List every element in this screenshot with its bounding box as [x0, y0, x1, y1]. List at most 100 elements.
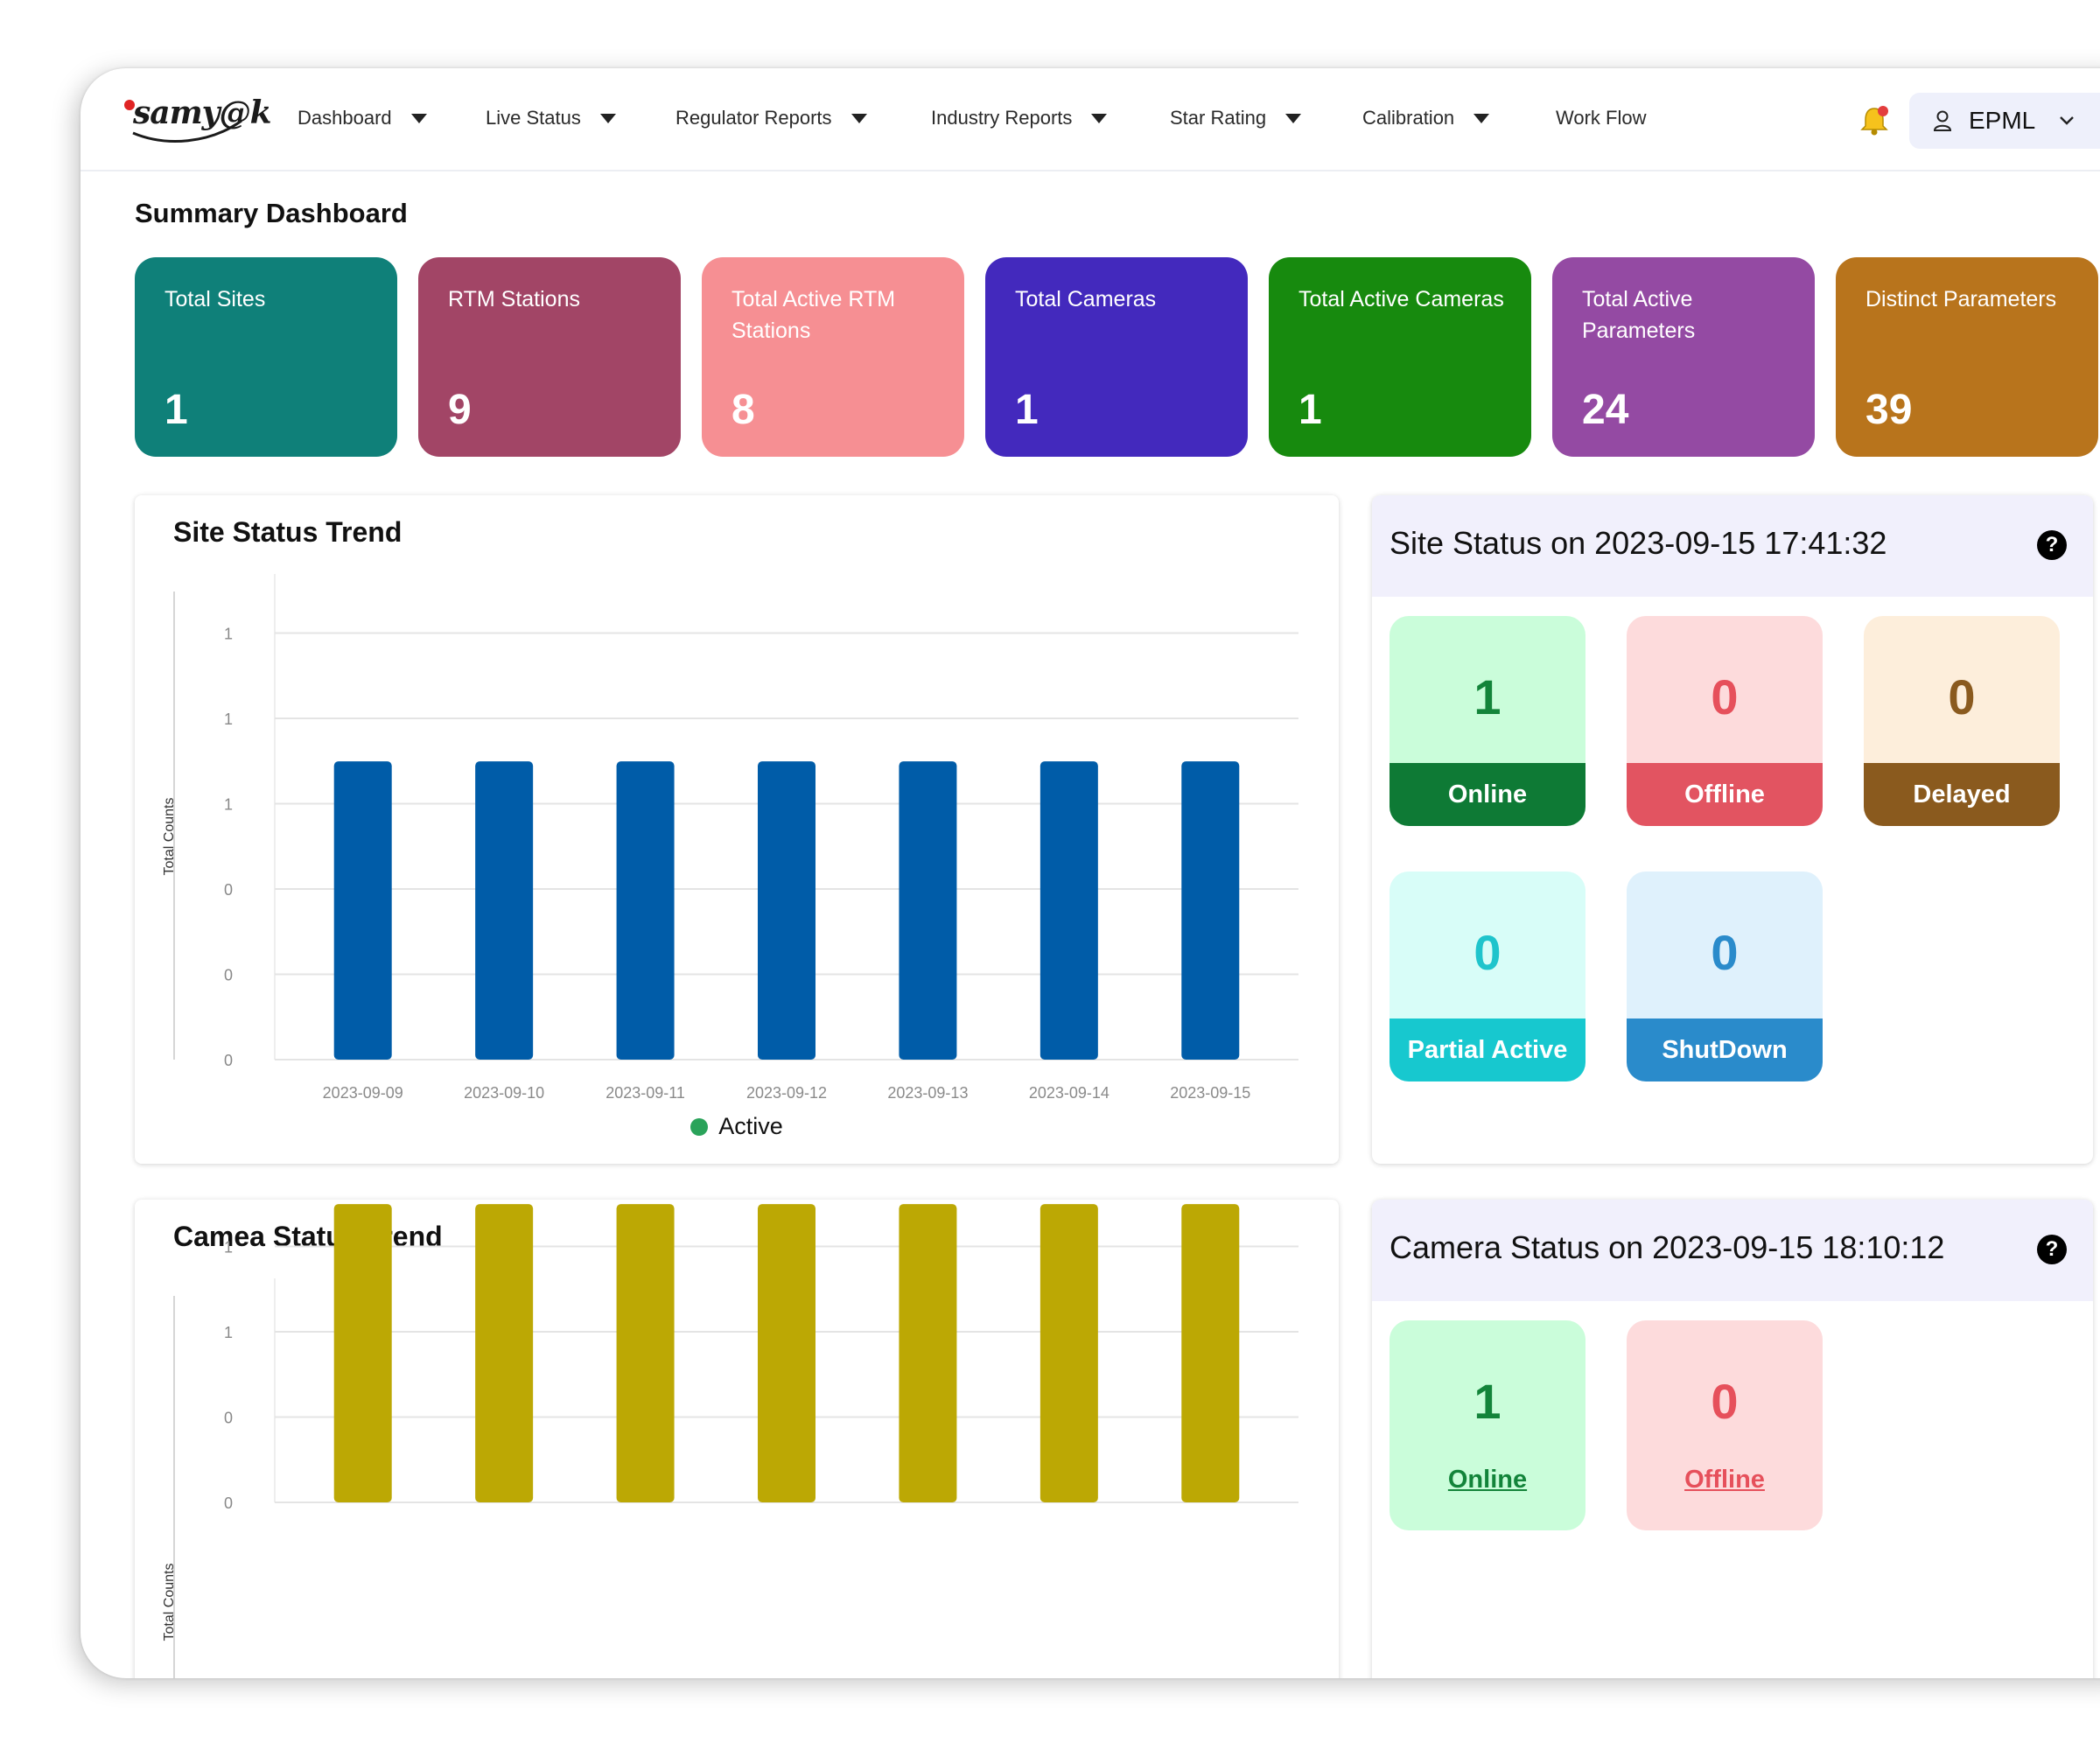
status-label: Offline: [1627, 763, 1823, 826]
bar: [475, 761, 534, 1060]
status-count: 0: [1711, 1374, 1739, 1429]
user-name: EPML: [1969, 107, 2036, 134]
status-tile[interactable]: 0 Offline: [1627, 616, 1823, 826]
y-tick-label: 1: [224, 796, 233, 814]
status-count: 0: [1474, 925, 1502, 980]
camera-status-panel: Camera Status on 2023-09-15 18:10:12 ? 1…: [1372, 1200, 2093, 1678]
user-icon: [1933, 110, 1952, 131]
y-tick-label: 0: [224, 1494, 233, 1512]
summary-card-label: Total Active Cameras: [1298, 287, 1504, 312]
summary-card-value: 1: [164, 387, 188, 433]
summary-card[interactable]: RTM Stations 9: [418, 257, 681, 457]
summary-card-value: 1: [1015, 387, 1039, 433]
summary-card[interactable]: Total Active Cameras 1: [1269, 257, 1531, 457]
status-tile[interactable]: 0 Delayed: [1864, 616, 2060, 826]
summary-card-label: Total Active RTM Stations: [732, 287, 896, 343]
summary-card-value: 39: [1866, 387, 1913, 433]
legend-dot-icon: [690, 1117, 709, 1136]
nav-industry-reports[interactable]: Industry Reports: [931, 107, 1108, 130]
status-count: 0: [1711, 925, 1739, 980]
x-tick-label: 2023-09-14: [1029, 1084, 1110, 1102]
nav-work-flow[interactable]: Work Flow: [1556, 107, 1647, 130]
summary-card[interactable]: Total Active Parameters 24: [1552, 257, 1815, 457]
status-tile[interactable]: 1 Online: [1390, 616, 1586, 826]
y-tick-label: 0: [224, 1052, 233, 1069]
site-trend-title: Site Status Trend: [173, 516, 402, 548]
caret-down-icon: [850, 113, 867, 123]
nav-regulator-reports-label: Regulator Reports: [676, 107, 832, 129]
bar: [758, 761, 816, 1060]
logo-swoosh-icon: [132, 119, 242, 143]
user-menu-button[interactable]: EPML: [1909, 93, 2100, 149]
nav-live-status[interactable]: Live Status: [486, 107, 616, 130]
status-label: Online: [1390, 763, 1586, 826]
y-tick-label: 0: [224, 881, 233, 899]
nav-dashboard[interactable]: Dashboard: [298, 107, 427, 130]
logo-dot-icon: [124, 100, 135, 110]
page-title: Summary Dashboard: [135, 198, 408, 228]
nav-calibration-label: Calibration: [1362, 107, 1455, 129]
bar: [899, 761, 957, 1060]
caret-down-icon: [410, 113, 427, 123]
summary-card[interactable]: Total Sites 1: [135, 257, 397, 457]
bar: [616, 1204, 675, 1502]
status-link[interactable]: Offline: [1684, 1466, 1765, 1494]
bar: [333, 1204, 392, 1502]
bar: [758, 1204, 816, 1502]
nav-star-rating-label: Star Rating: [1170, 107, 1267, 129]
y-axis-label: Total Counts: [162, 1564, 177, 1642]
bar: [475, 1204, 534, 1502]
status-count: 0: [1711, 669, 1739, 724]
caret-down-icon: [1285, 113, 1302, 123]
app-window: samy@k Dashboard Live Status Regulator R…: [80, 68, 2100, 1678]
site-status-panel: Site Status on 2023-09-15 17:41:32 ? 1 On…: [1372, 495, 2093, 1164]
summary-card[interactable]: Distinct Parameters 39: [1836, 257, 2098, 457]
caret-down-icon: [1091, 113, 1108, 123]
site-trend-legend[interactable]: Active: [135, 1113, 1339, 1140]
status-tile[interactable]: 0 ShutDown: [1627, 872, 1823, 1082]
status-tile[interactable]: 1 Online: [1390, 1320, 1586, 1530]
status-tile[interactable]: 0 Partial Active: [1390, 872, 1586, 1082]
brand-logo[interactable]: samy@k: [124, 94, 272, 147]
status-tile[interactable]: 0 Offline: [1627, 1320, 1823, 1530]
x-tick-label: 2023-09-11: [606, 1084, 685, 1102]
nav-calibration[interactable]: Calibration: [1362, 107, 1490, 130]
status-label: ShutDown: [1627, 1018, 1823, 1082]
status-count: 1: [1474, 669, 1502, 724]
top-navbar: samy@k Dashboard Live Status Regulator R…: [80, 68, 2100, 172]
nav-regulator-reports[interactable]: Regulator Reports: [676, 107, 867, 130]
site-status-title: Site Status on 2023-09-15 17:41:32: [1390, 525, 1887, 561]
y-axis-label: Total Counts: [162, 798, 177, 876]
bar: [1040, 1204, 1098, 1502]
y-tick-label: 0: [224, 967, 233, 984]
nav-work-flow-label: Work Flow: [1556, 107, 1647, 129]
x-tick-label: 2023-09-10: [464, 1084, 544, 1102]
summary-card-label: Distinct Parameters: [1866, 287, 2057, 312]
chevron-down-icon: [2060, 116, 2075, 125]
camera-status-header: Camera Status on 2023-09-15 18:10:12 ?: [1372, 1200, 2093, 1301]
status-label: Partial Active: [1390, 1018, 1586, 1082]
site-status-trend-panel: Site Status Trend 0 0 0 1 1 1 Total Counts 2023…: [135, 495, 1339, 1164]
y-tick-label: 1: [224, 1324, 233, 1341]
bar: [899, 1204, 957, 1502]
notification-bell-icon[interactable]: [1857, 103, 1892, 138]
nav-live-status-label: Live Status: [486, 107, 581, 129]
bar: [616, 761, 675, 1060]
status-link[interactable]: Online: [1447, 1466, 1528, 1494]
summary-card[interactable]: Total Cameras 1: [985, 257, 1248, 457]
help-icon[interactable]: ?: [2037, 530, 2067, 560]
caret-down-icon: [599, 113, 616, 123]
status-count: 1: [1474, 1374, 1502, 1429]
nav-dashboard-label: Dashboard: [298, 107, 392, 129]
y-tick-label: 1: [224, 710, 233, 728]
nav-star-rating[interactable]: Star Rating: [1170, 107, 1302, 130]
summary-card-value: 1: [1298, 387, 1322, 433]
x-tick-label: 2023-09-09: [323, 1084, 403, 1102]
help-icon[interactable]: ?: [2037, 1235, 2067, 1264]
bar: [1181, 761, 1240, 1060]
summary-card-value: 8: [732, 387, 755, 433]
y-tick-label: 1: [224, 626, 233, 643]
bar: [333, 761, 392, 1060]
summary-card[interactable]: Total Active RTM Stations 8: [702, 257, 964, 457]
